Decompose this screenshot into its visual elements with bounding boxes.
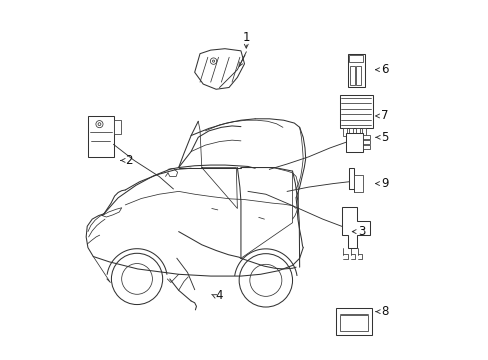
Bar — [336, 308, 371, 335]
Bar — [349, 55, 362, 62]
Bar — [339, 95, 372, 129]
Text: 3: 3 — [358, 225, 365, 238]
Bar — [342, 128, 346, 136]
Text: 6: 6 — [381, 63, 388, 76]
Bar — [361, 128, 366, 136]
Bar — [339, 315, 367, 331]
Bar — [348, 128, 353, 136]
Bar — [353, 175, 362, 192]
Bar — [362, 135, 369, 139]
Text: 1: 1 — [242, 31, 249, 44]
Bar — [362, 145, 369, 149]
Text: 9: 9 — [381, 177, 388, 190]
Bar — [113, 120, 121, 134]
Bar — [88, 116, 113, 157]
Bar — [355, 66, 361, 85]
Text: 7: 7 — [381, 109, 388, 122]
Polygon shape — [341, 207, 369, 248]
Text: 5: 5 — [381, 131, 388, 144]
Bar — [345, 133, 362, 152]
Bar — [355, 128, 359, 136]
Bar — [362, 140, 369, 144]
Bar — [349, 66, 354, 85]
Text: 4: 4 — [215, 289, 223, 302]
Bar — [347, 54, 364, 87]
Bar — [348, 167, 353, 189]
Text: 2: 2 — [125, 154, 132, 167]
Polygon shape — [194, 49, 244, 89]
Text: 8: 8 — [381, 305, 388, 318]
